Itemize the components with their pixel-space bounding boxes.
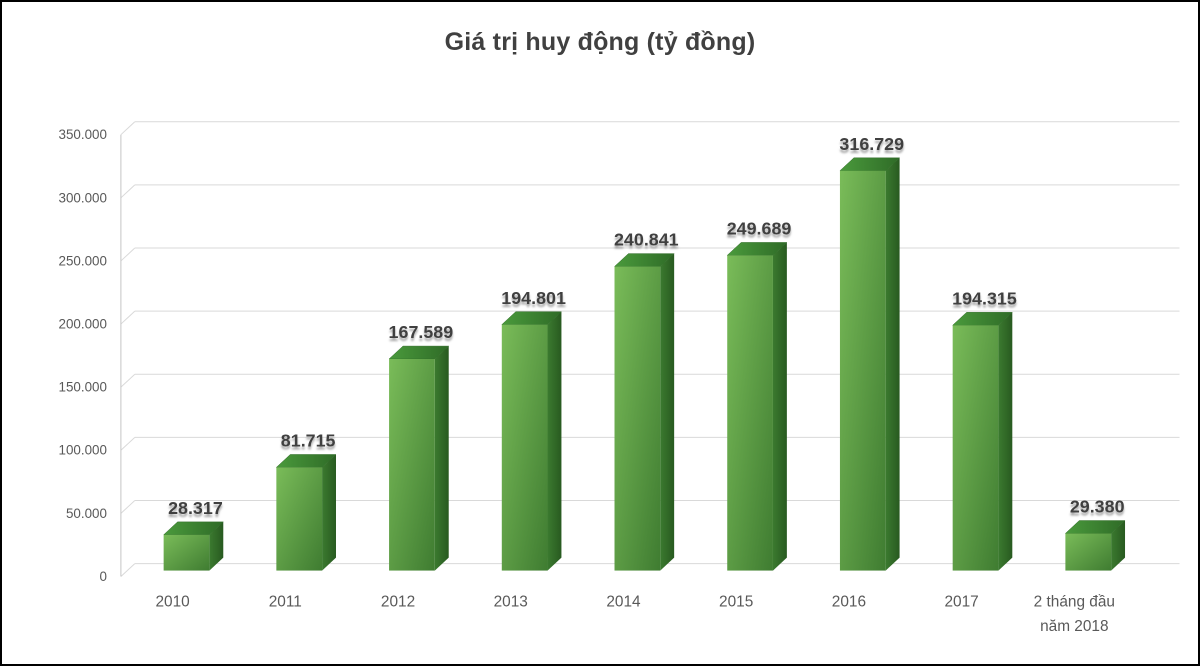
bar-value-label: 81.715	[281, 431, 336, 451]
gridline-depth-segment	[120, 247, 136, 262]
bar-value-label: 28.317	[168, 498, 223, 518]
y-axis-tick-label: 100.000	[59, 443, 107, 458]
x-axis-category-label: 2014	[606, 593, 641, 610]
bar-value-label: 167.589	[389, 322, 454, 342]
bar	[163, 521, 224, 571]
x-axis-category-label: 2016	[832, 593, 866, 610]
bar	[952, 312, 1013, 571]
x-axis-category-line: 2012	[381, 593, 415, 610]
y-axis-tick-label: 350.000	[59, 127, 107, 142]
y-axis-tick-label: 200.000	[59, 317, 107, 332]
bar-side-face	[998, 312, 1013, 571]
y-axis-tick-label: 250.000	[59, 253, 107, 268]
x-axis-category-label: 2 tháng đầu năm 2018	[1034, 593, 1115, 635]
bar-front-face	[727, 255, 773, 571]
gridline-depth-segment	[120, 310, 136, 325]
bar-value-label: 29.380	[1070, 497, 1125, 517]
bar-side-face	[547, 311, 562, 571]
bar	[275, 454, 337, 571]
x-axis-category-line: 2017	[944, 593, 978, 610]
bar-value-label: 194.315	[952, 288, 1017, 308]
y-axis-tick-label: 0	[100, 569, 107, 584]
gridline-depth-segment	[120, 184, 136, 199]
gridline-depth-segment	[120, 500, 136, 514]
x-axis-category-line: 2010	[155, 593, 189, 610]
bar-side-face	[209, 521, 224, 571]
x-axis-category-line: 2015	[719, 593, 753, 610]
bar	[388, 345, 450, 571]
bar	[726, 242, 788, 571]
bar-side-face	[322, 454, 336, 571]
y-axis-tick-label: 300.000	[59, 190, 107, 205]
bar-side-face	[772, 242, 787, 571]
bar-front-face	[276, 467, 323, 571]
x-axis-category-line: 2016	[832, 593, 866, 610]
x-axis-category-label: 2011	[269, 593, 302, 610]
bar-front-face	[839, 170, 886, 571]
x-axis-category-line: 2014	[606, 593, 641, 610]
x-axis-category-label: 2015	[719, 593, 753, 610]
bar-value-label: 249.689	[727, 218, 792, 238]
x-axis-category-label: 2012	[381, 593, 415, 610]
bar-value-label: 316.729	[839, 134, 904, 154]
bar-value-label: 194.801	[501, 288, 566, 308]
x-axis-category-line: 2 tháng đầu	[1034, 593, 1115, 610]
gridline-depth-segment	[120, 373, 136, 388]
x-axis-category-line: năm 2018	[1040, 618, 1108, 635]
bar-side-face	[434, 346, 449, 571]
bar-front-face	[614, 266, 661, 571]
bar-front-face	[389, 359, 435, 571]
x-axis-category-line: 2013	[494, 593, 528, 610]
bar-side-face	[660, 253, 675, 571]
y-axis-tick-label: 150.000	[59, 380, 107, 395]
gridline-depth-segment	[120, 121, 136, 136]
bar-front-face	[501, 324, 548, 571]
chart-title: Giá trị huy động (tỷ đồng)	[444, 28, 756, 56]
gridline-depth-segment	[120, 563, 136, 577]
bar	[839, 157, 901, 571]
x-axis-category-label: 2010	[155, 593, 189, 610]
y-axis-tick-label: 50.000	[66, 506, 107, 521]
bar-front-face	[952, 325, 999, 571]
bar	[613, 253, 675, 571]
x-axis-category-label: 2017	[944, 593, 978, 610]
bar-front-face	[1065, 533, 1112, 571]
bar	[501, 311, 563, 571]
gridline-depth-segment	[120, 437, 136, 451]
x-axis-category-line: 2011	[269, 593, 302, 610]
bar-side-face	[1111, 520, 1126, 571]
bar	[1064, 520, 1126, 571]
bar-side-face	[885, 157, 900, 571]
bar-front-face	[163, 534, 210, 571]
x-axis-category-label: 2013	[494, 593, 528, 610]
bar-value-label: 240.841	[614, 230, 679, 250]
